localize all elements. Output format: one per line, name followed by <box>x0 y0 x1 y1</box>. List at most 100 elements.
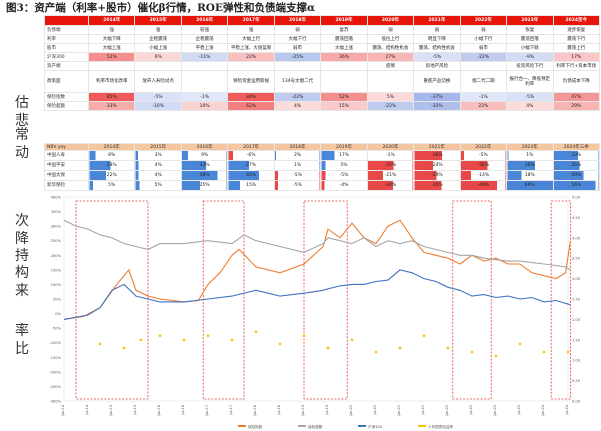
year-header: 2019年 <box>320 143 368 151</box>
row-label: 中国太保 <box>44 170 89 181</box>
table-cell: 明显下降 <box>413 34 461 44</box>
x-tick-label: Jul-16 <box>181 405 185 416</box>
table-cell: 逐步恢复 <box>552 25 601 35</box>
plot-area <box>63 196 569 402</box>
metrics-table: 2014年 2015年 2016年 2017年 2018年 2019年 2020年 2021年… <box>44 15 601 111</box>
x-tick-label: Jul-22 <box>469 405 473 416</box>
nbv-cell: 40% <box>552 170 601 181</box>
table-cell: 企稳震荡 <box>134 34 182 44</box>
nbv-cell: -21% <box>366 170 415 181</box>
table-cell: 弱 <box>413 25 461 35</box>
table-cell: -11% <box>180 52 229 62</box>
year-header: 2016年 <box>180 143 229 151</box>
year-header: 2018年 <box>273 143 322 151</box>
nbv-cell: 69% <box>506 180 554 191</box>
table-cell: -22% <box>273 92 322 102</box>
nbv-cell: -35% <box>366 160 415 171</box>
table-cell: 29% <box>552 101 601 111</box>
table-cell: 大幅上涨 <box>87 43 136 53</box>
y-left-tick-label: -150% <box>49 356 61 360</box>
y-left-tick-label: 50% <box>53 298 62 302</box>
table-cell: 较强 <box>180 25 229 35</box>
table-cell: 低位上行 <box>366 34 415 44</box>
bond-yield-point <box>350 338 354 342</box>
row-label: 利率 <box>44 34 89 44</box>
nbv-cell: 56% <box>552 180 601 191</box>
table-header-cell <box>44 15 89 26</box>
year-header: 2017年 <box>227 15 275 26</box>
y-right-tick-label: 0.50 <box>572 379 581 383</box>
nbv-cell: 1% <box>506 150 554 161</box>
bond-yield-point <box>139 338 143 342</box>
nbv-cell: -14% <box>459 170 508 181</box>
x-tick-label: Jan-14 <box>61 405 65 417</box>
table-cell: 15% <box>320 101 368 111</box>
row-label: 负债端 <box>44 25 89 35</box>
legend-label: 保险超额 <box>308 424 323 429</box>
table-cell: 5% <box>366 92 415 102</box>
table-cell: 36% <box>320 52 368 62</box>
y-right-tick-label: 1.00 <box>572 359 581 363</box>
side-char: 动 <box>15 145 29 161</box>
row-label: 新华保险 <box>44 180 89 191</box>
nbv-cell: 5% <box>87 180 136 191</box>
bond-yield-point <box>206 334 210 338</box>
table-cell: 企稳震荡 <box>180 34 229 44</box>
y-left-tick-label: 0% <box>55 312 61 316</box>
year-header: 2014年 <box>87 143 136 151</box>
x-tick-label: Jan-20 <box>349 405 353 417</box>
table-cell: -22% <box>459 52 508 62</box>
bond-yield-point <box>374 350 378 354</box>
series-line-保险超额 <box>63 219 571 271</box>
y-left-tick-label: -50% <box>52 327 62 331</box>
nbv-cell: 36% <box>506 160 554 171</box>
nbv-cell: 8% <box>87 150 136 161</box>
bond-yield-point <box>122 346 126 350</box>
x-tick-label: Jan-21 <box>397 405 401 417</box>
highlight-period-box <box>303 200 348 400</box>
legend-label: 沪深300 <box>368 424 383 429</box>
y-right-tick-label: 4.50 <box>572 216 581 220</box>
year-header: 2017年 <box>227 143 275 151</box>
table-cell <box>320 61 368 71</box>
table-row: 保险指数 85% -5% -1% 84% -22% 52% 5% -37% -1% -5% 47% <box>44 92 601 102</box>
table-cell: 6% <box>134 52 182 62</box>
bond-yield-point <box>302 334 306 338</box>
table-cell: 大幅下行 <box>273 34 322 44</box>
x-tick-label: Jan-16 <box>157 405 161 417</box>
x-tick-label: Jan-17 <box>205 405 209 417</box>
nbv-cell: -6% <box>227 150 275 161</box>
y-left-tick-label: 250% <box>51 239 62 243</box>
table-cell: 84% <box>227 92 275 102</box>
x-tick-label: Jan-19 <box>301 405 305 417</box>
table-cell: 弱市 <box>273 43 322 53</box>
nbv-cell: -5% <box>273 180 322 191</box>
table-cell: 22% <box>227 52 275 62</box>
table-cell: 利率市场化改革 <box>87 70 136 93</box>
legend-swatch <box>238 425 246 427</box>
nbv-cell: 2% <box>273 150 322 161</box>
year-header: 2021年 <box>413 143 461 151</box>
table-cell: 震荡、结构性机会 <box>413 43 461 53</box>
nbv-cell: 4% <box>134 160 182 171</box>
table-cell: 52% <box>320 92 368 102</box>
y-right-tick-label: 2.00 <box>572 318 581 322</box>
y-left-tick-label: -100% <box>49 341 61 345</box>
table-cell: 震荡上行 <box>552 43 601 53</box>
nbv-cell: 28% <box>87 160 136 171</box>
bond-yield-point <box>98 342 102 346</box>
nbv-cell: 18% <box>506 170 554 181</box>
nbv-cell: -24% <box>413 160 461 171</box>
bond-yield-point <box>158 334 162 338</box>
side-char: 持 <box>15 248 29 264</box>
table-cell: 134号文偿二代 <box>273 70 322 93</box>
nbv-cell: 35% <box>552 160 601 171</box>
y-left-tick-label: 300% <box>51 225 62 229</box>
table-cell: 震荡回落 <box>506 34 554 44</box>
y-left-tick-label: 200% <box>51 254 62 258</box>
table-cell: -25% <box>273 52 322 62</box>
table-cell: 震荡、结构性机会 <box>366 43 415 53</box>
table-cell: -1% <box>459 92 508 102</box>
table-cell: -5% <box>506 92 554 102</box>
nbv-cell: 1% <box>273 160 322 171</box>
